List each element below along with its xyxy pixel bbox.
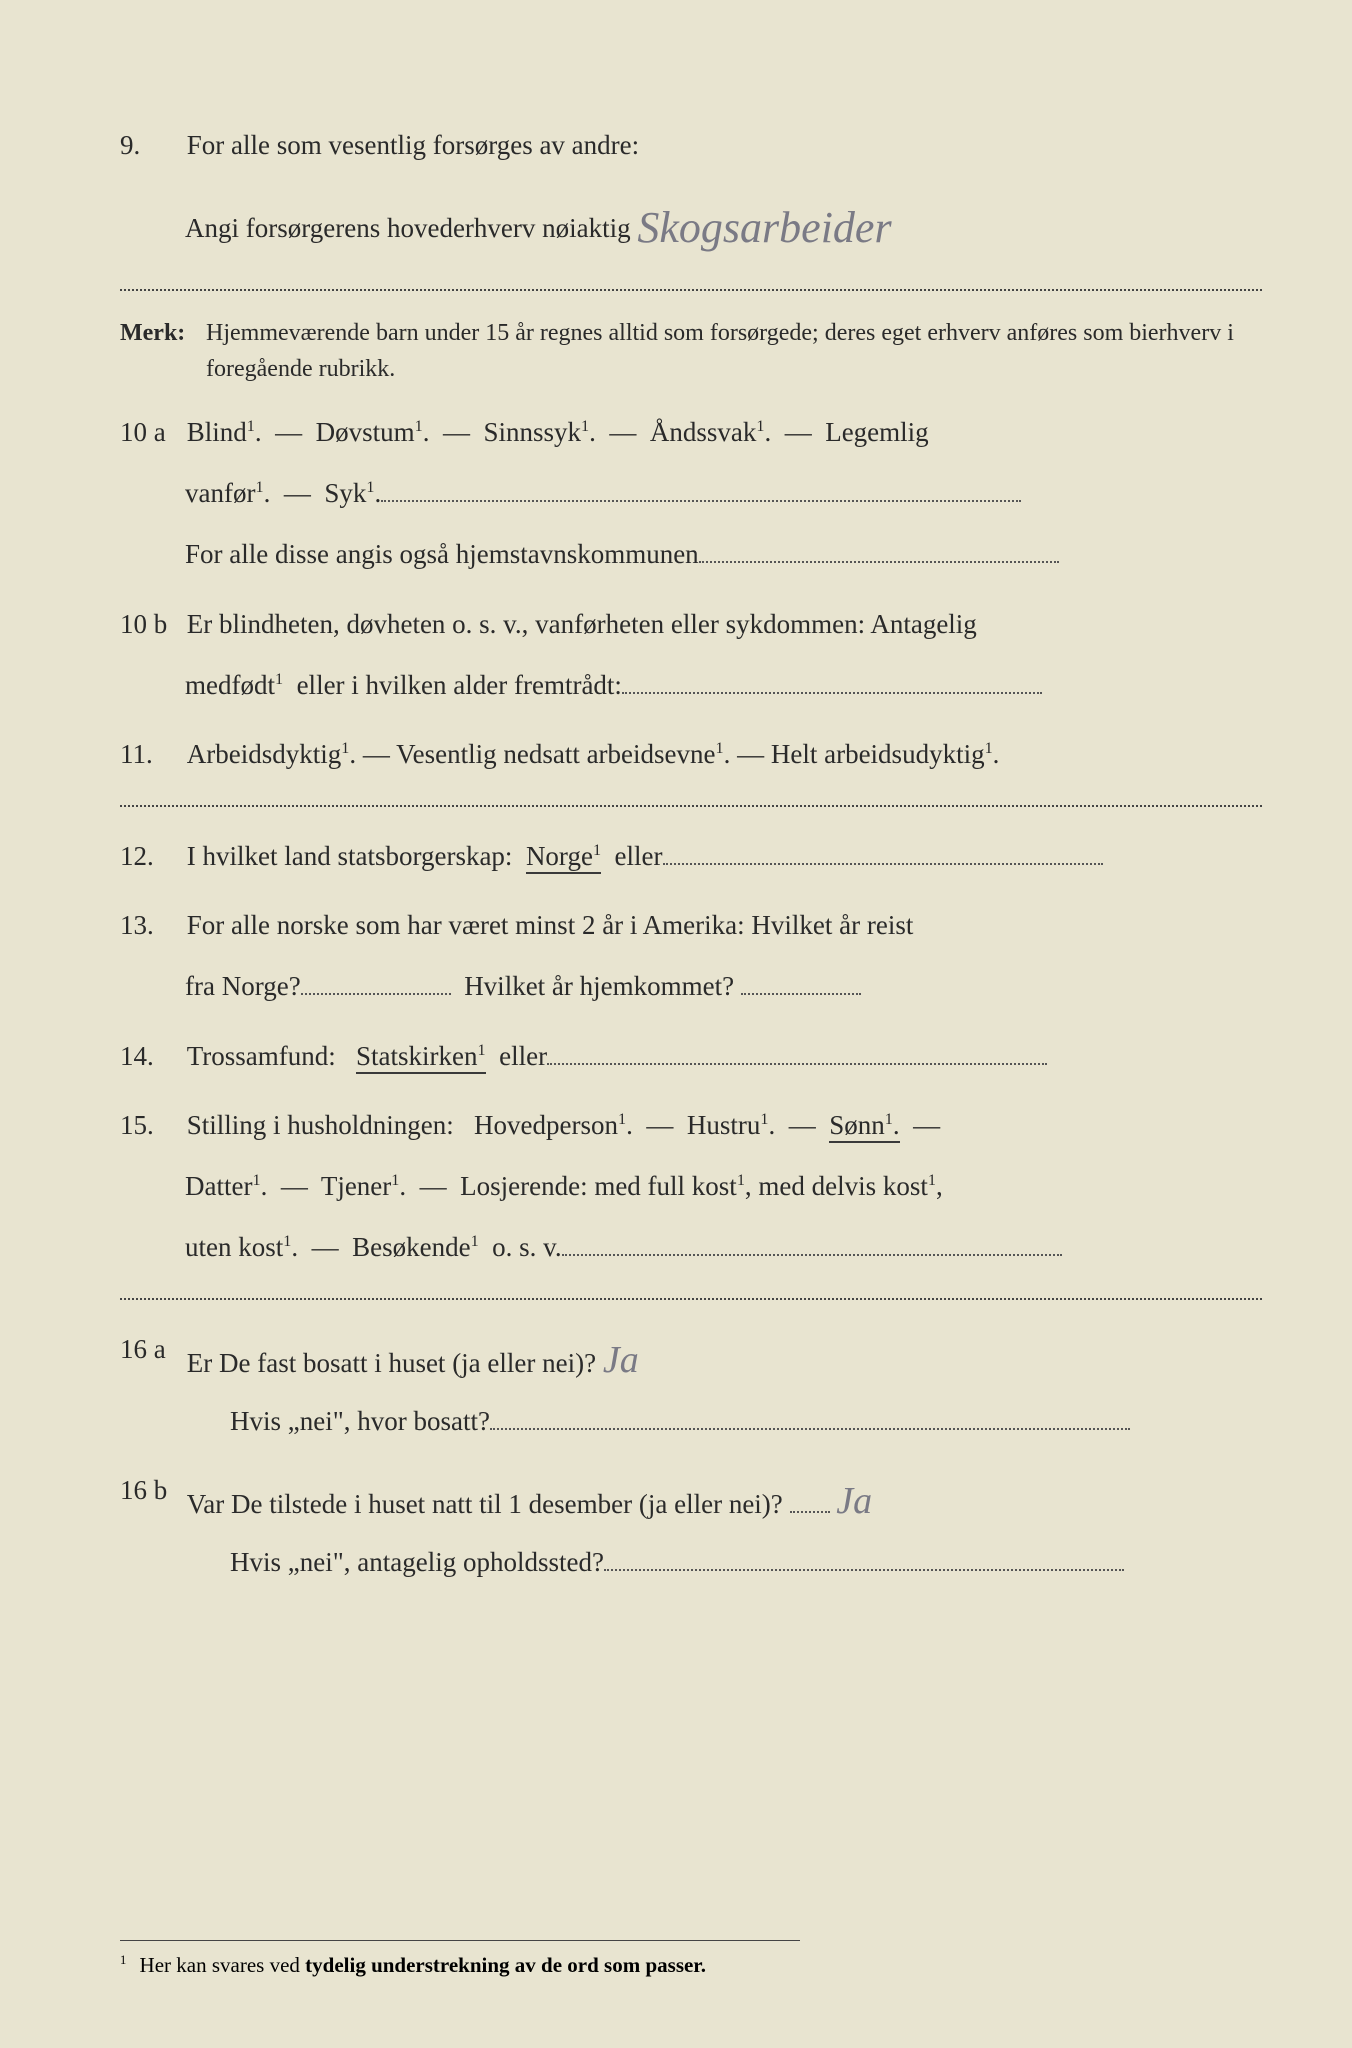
question-16b: 16 b Var De tilstede i huset natt til 1 …	[120, 1465, 1262, 1588]
q15-l3t2: Besøkende	[352, 1232, 470, 1262]
q15-t1: Stilling i husholdningen:	[187, 1110, 454, 1140]
fill-line	[741, 993, 861, 995]
fill-line	[699, 561, 1059, 563]
q12-t1: I hvilket land statsborgerskap:	[187, 841, 513, 871]
question-14: 14. Trossamfund: Statskirken1 eller	[120, 1031, 1262, 1082]
q14-underlined: Statskirken1	[356, 1041, 486, 1074]
q16b-body: Var De tilstede i huset natt til 1 desem…	[187, 1465, 1259, 1537]
q15-o2: Hustru	[687, 1110, 761, 1140]
merk-text: Hjemmeværende barn under 15 år regnes al…	[206, 315, 1258, 387]
question-13: 13. For alle norske som har været minst …	[120, 900, 1262, 1013]
q14-num: 14.	[120, 1031, 180, 1082]
fill-line	[547, 1063, 1047, 1065]
question-10a: 10 a Blind1. — Døvstum1. — Sinnssyk1. — …	[120, 407, 1262, 581]
question-10b: 10 b Er blindheten, døvheten o. s. v., v…	[120, 599, 1262, 712]
q15-l2o2: Tjener	[321, 1171, 391, 1201]
fill-line	[490, 1428, 1130, 1430]
q12-t2: eller	[615, 841, 663, 871]
q15-l3t1: uten kost	[185, 1232, 283, 1262]
q15-l2o1: Datter	[185, 1171, 252, 1201]
question-15: 15. Stilling i husholdningen: Hovedperso…	[120, 1100, 1262, 1274]
q10a-l3: For alle disse angis også hjemstavnskomm…	[185, 539, 699, 569]
q10b-l1: Er blindheten, døvheten o. s. v., vanfør…	[187, 599, 1259, 650]
q16a-l1: Er De fast bosatt i huset (ja eller nei)…	[187, 1348, 596, 1378]
q11-t2: Vesentlig nedsatt arbeidsevne	[396, 739, 715, 769]
fill-line	[622, 692, 1042, 694]
fill-line	[604, 1569, 1124, 1571]
footnote-text1: Her kan svares ved	[140, 1953, 306, 1977]
q13-l1: For alle norske som har været minst 2 år…	[187, 900, 1259, 951]
divider	[120, 289, 1262, 291]
divider	[120, 1298, 1262, 1300]
q10b-l2a: medfødt	[185, 670, 275, 700]
q15-l3t3: o. s. v.	[492, 1232, 562, 1262]
q12-body: I hvilket land statsborgerskap: Norge1 e…	[187, 831, 1259, 882]
fill-line	[663, 863, 1103, 865]
q10a-opt1: Blind	[187, 417, 247, 447]
merk-label: Merk:	[120, 315, 200, 351]
q10a-opt4: Åndssvak	[650, 417, 757, 447]
question-11: 11. Arbeidsdyktig1. — Vesentlig nedsatt …	[120, 729, 1262, 780]
divider	[120, 805, 1262, 807]
q9-line1: For alle som vesentlig forsørges av andr…	[187, 120, 1259, 171]
q16b-l1: Var De tilstede i huset natt til 1 desem…	[187, 1489, 783, 1519]
footnote-marker: 1	[120, 1953, 126, 1967]
q10a-opt3: Sinnssyk	[483, 417, 581, 447]
q12-num: 12.	[120, 831, 180, 882]
q10b-num: 10 b	[120, 599, 180, 650]
q14-ul-text: Statskirken	[356, 1041, 478, 1071]
question-16a: 16 a Er De fast bosatt i huset (ja eller…	[120, 1324, 1262, 1447]
q16b-l2: Hvis „nei", antagelig opholdssted?	[230, 1547, 604, 1577]
q16a-body: Er De fast bosatt i huset (ja eller nei)…	[187, 1324, 1259, 1396]
q15-num: 15.	[120, 1100, 180, 1151]
question-9: 9. For alle som vesentlig forsørges av a…	[120, 120, 1262, 265]
q16b-handwritten: Ja	[836, 1480, 872, 1522]
q14-t1: Trossamfund:	[187, 1041, 336, 1071]
q14-body: Trossamfund: Statskirken1 eller	[187, 1031, 1259, 1082]
q15-o1: Hovedperson	[474, 1110, 618, 1140]
fill-line	[301, 993, 451, 995]
q13-l2b: Hvilket år hjemkommet?	[464, 971, 734, 1001]
q13-num: 13.	[120, 900, 180, 951]
q15-body: Stilling i husholdningen: Hovedperson1. …	[187, 1100, 1259, 1151]
fill-line	[562, 1254, 1062, 1256]
q16a-handwritten: Ja	[603, 1339, 639, 1381]
q15-l2t2: med delvis kost	[758, 1171, 928, 1201]
q15-o3-underlined: Sønn1.	[829, 1110, 899, 1143]
q10a-opt5: Legemlig	[825, 417, 928, 447]
q16a-l2: Hvis „nei", hvor bosatt?	[230, 1406, 490, 1436]
q15-l2t: Losjerende: med full kost	[460, 1171, 737, 1201]
q11-t1: Arbeidsdyktig	[187, 739, 342, 769]
fill-line	[381, 500, 1021, 502]
merk-note: Merk: Hjemmeværende barn under 15 år reg…	[120, 315, 1262, 387]
q10a-opt2: Døvstum	[316, 417, 415, 447]
q16b-num: 16 b	[120, 1465, 180, 1516]
q10b-l2b: eller i hvilken alder fremtrådt:	[297, 670, 622, 700]
footnote: 1 Her kan svares ved tydelig understrekn…	[120, 1940, 800, 1978]
q11-num: 11.	[120, 729, 180, 780]
footnote-bold: tydelig understrekning av de ord som pas…	[305, 1953, 706, 1977]
q11-body: Arbeidsdyktig1. — Vesentlig nedsatt arbe…	[187, 729, 1259, 780]
q12-underlined: Norge1	[526, 841, 601, 874]
q9-num: 9.	[120, 120, 180, 171]
q9-handwritten: Skogsarbeider	[637, 203, 891, 252]
q10a-body: Blind1. — Døvstum1. — Sinnssyk1. — Åndss…	[187, 407, 1259, 458]
q10a-l2b: Syk	[324, 478, 366, 508]
q9-line2: Angi forsørgerens hovederhverv nøiaktig	[185, 213, 631, 243]
q12-ul-text: Norge	[526, 841, 593, 871]
q15-o3-text: Sønn	[829, 1110, 885, 1140]
question-12: 12. I hvilket land statsborgerskap: Norg…	[120, 831, 1262, 882]
q13-l2a: fra Norge?	[185, 971, 301, 1001]
q16a-num: 16 a	[120, 1324, 180, 1375]
fill-line	[790, 1511, 830, 1513]
q10a-l2a: vanfør	[185, 478, 255, 508]
q14-t2: eller	[499, 1041, 547, 1071]
q11-t3: Helt arbeidsudyktig	[771, 739, 985, 769]
q10a-num: 10 a	[120, 407, 180, 458]
